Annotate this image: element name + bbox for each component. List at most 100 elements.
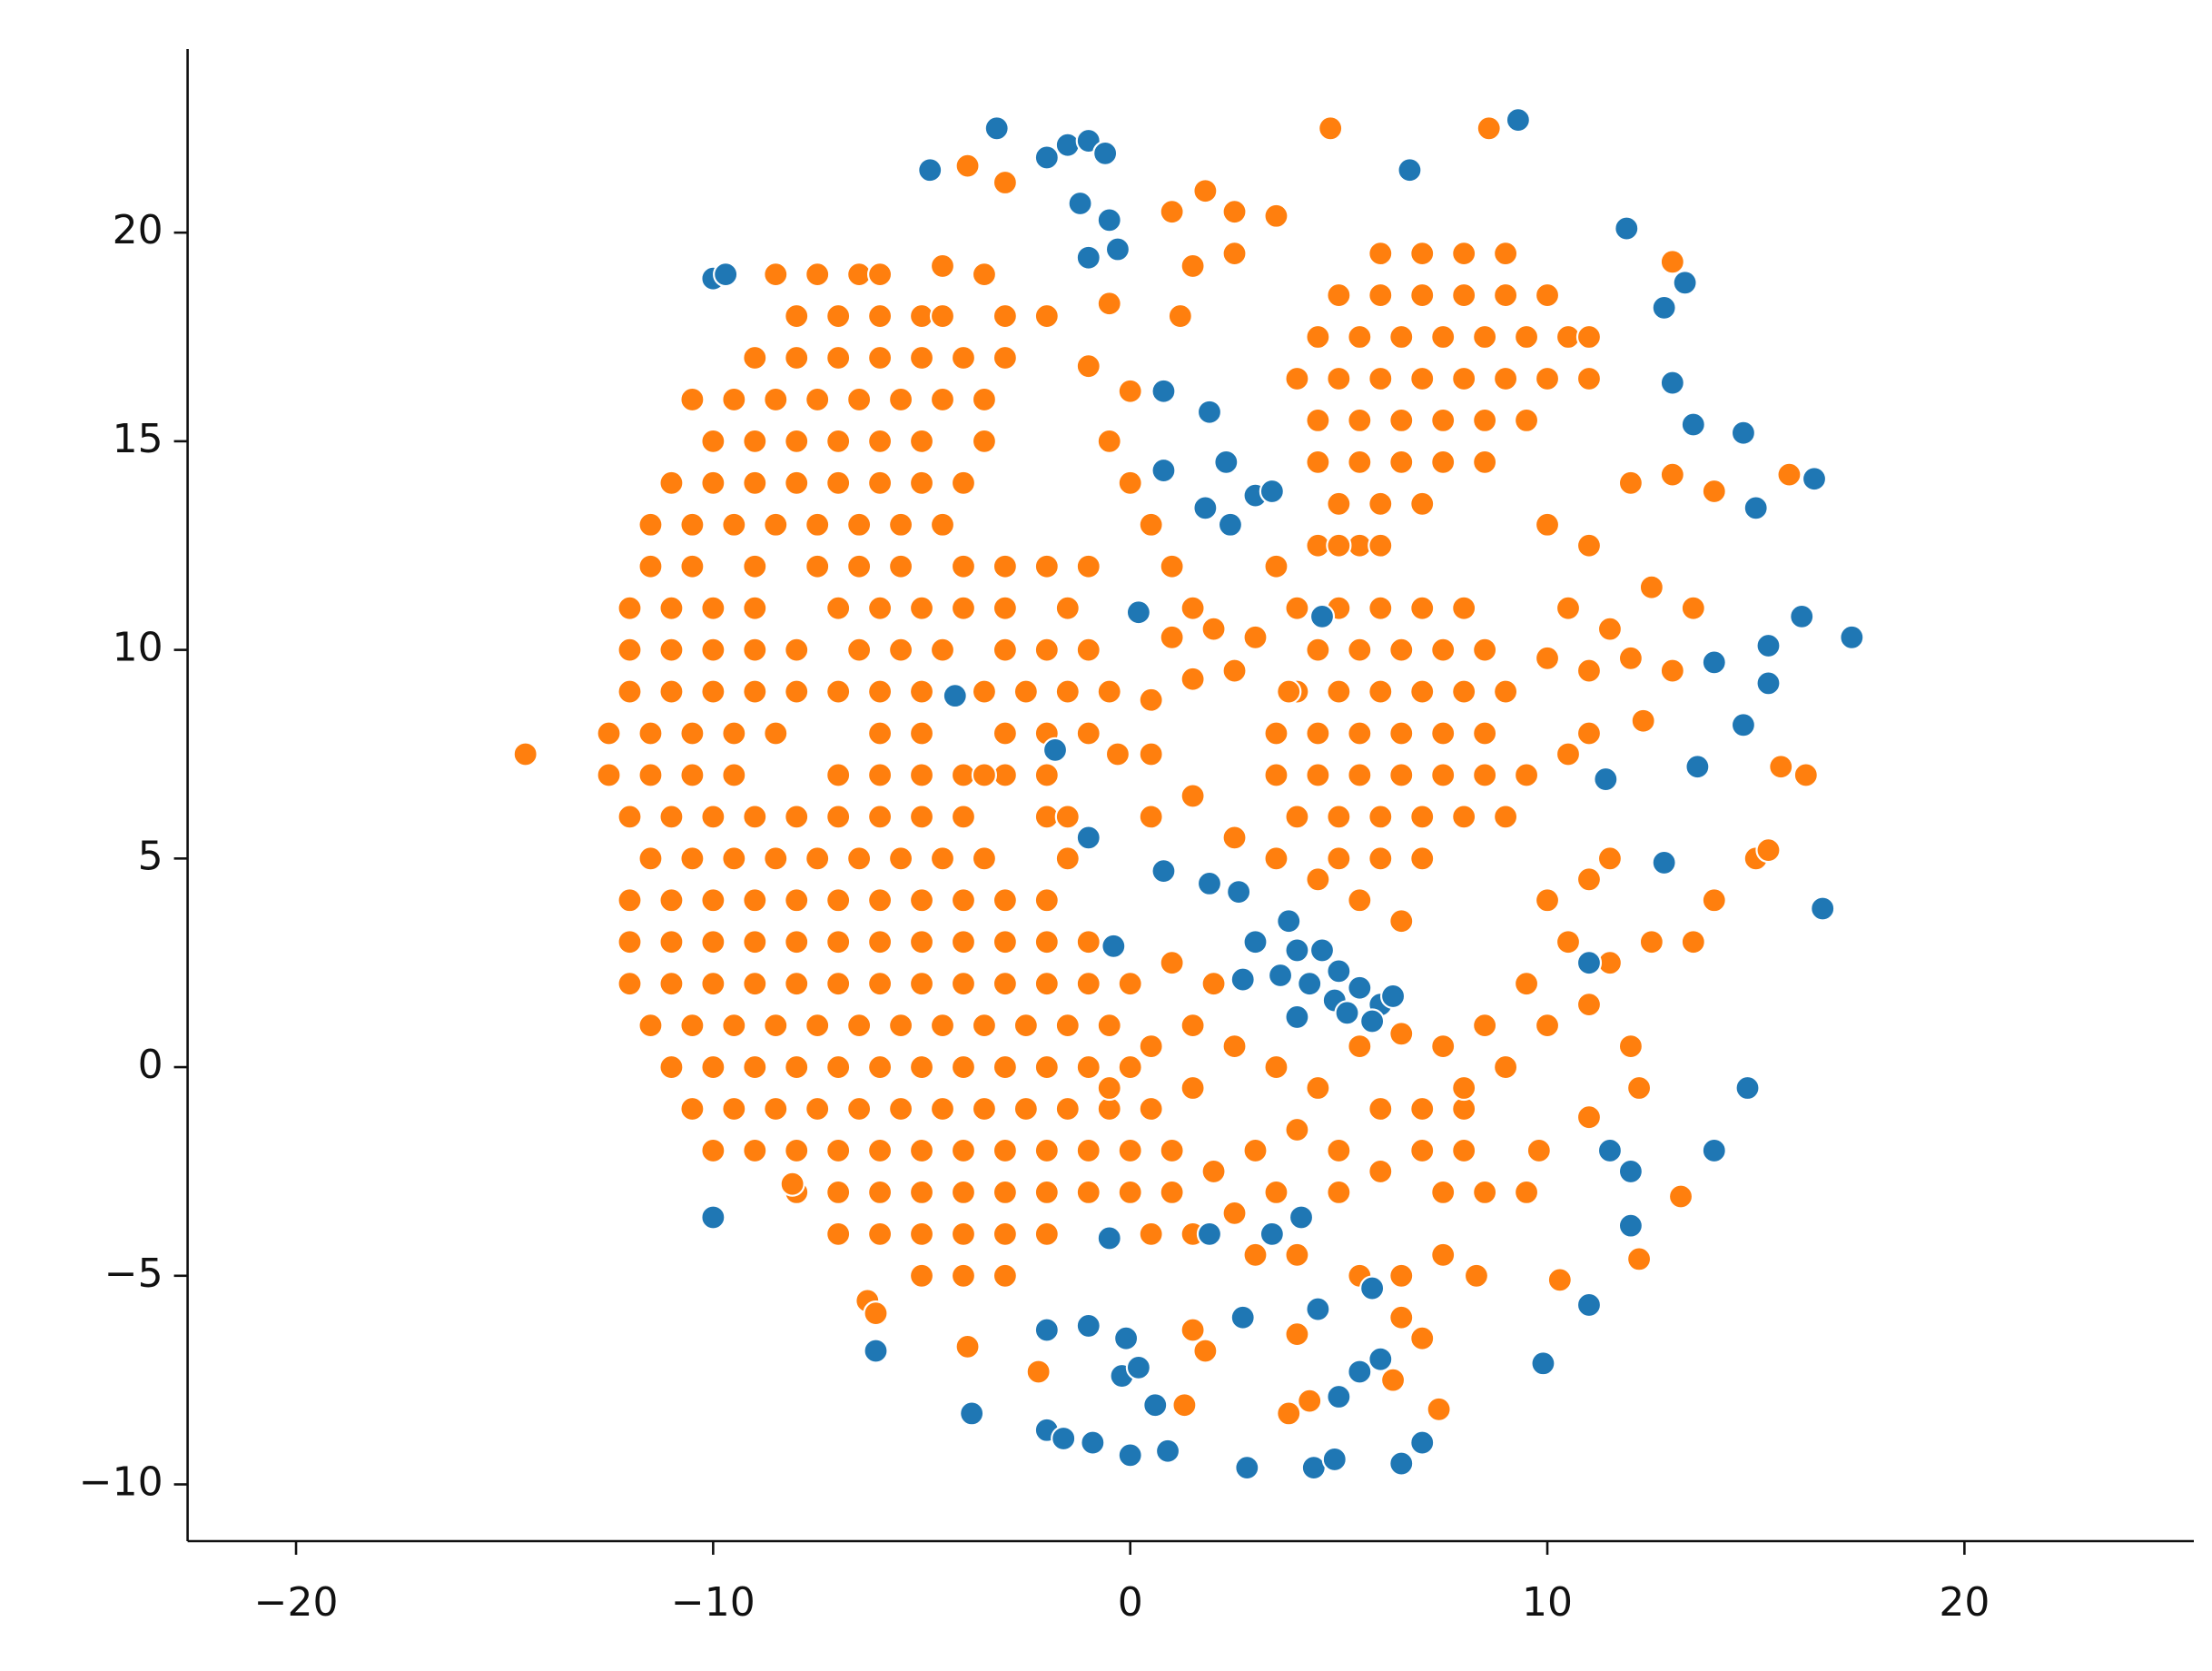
scatter-point	[1368, 1158, 1394, 1185]
scatter-point	[1368, 845, 1394, 872]
scatter-point	[1659, 658, 1685, 684]
scatter-point	[1054, 845, 1081, 872]
scatter-point	[1625, 1074, 1653, 1102]
scatter-point	[1492, 241, 1519, 267]
scatter-point	[1388, 449, 1415, 475]
scatter-point	[1472, 323, 1498, 351]
scatter-point	[1192, 178, 1219, 204]
scatter-point	[1472, 407, 1498, 434]
scatter-point	[1625, 1246, 1653, 1272]
scatter-point	[1368, 241, 1394, 267]
scatter-point	[1033, 144, 1060, 171]
scatter-point	[617, 595, 643, 621]
scatter-point	[1284, 365, 1310, 392]
scatter-point	[1368, 532, 1394, 559]
scatter-point	[637, 553, 664, 579]
scatter-point	[1033, 302, 1060, 330]
scatter-point	[1463, 1262, 1490, 1289]
scatter-point	[1167, 302, 1193, 330]
scatter-point	[825, 302, 852, 330]
scatter-point	[1334, 1000, 1360, 1026]
scatter-point	[763, 262, 789, 288]
scatter-point	[1388, 407, 1415, 434]
scatter-point	[1217, 511, 1244, 538]
scatter-point	[1054, 804, 1081, 830]
scatter-point	[1472, 762, 1498, 788]
scatter-point	[679, 1013, 706, 1039]
scatter-point	[1180, 1317, 1206, 1343]
scatter-point	[866, 262, 894, 288]
scatter-point	[866, 887, 894, 914]
scatter-point	[1284, 804, 1310, 830]
scatter-point	[617, 887, 643, 914]
scatter-point	[1263, 720, 1289, 747]
scatter-point	[1117, 1179, 1143, 1205]
scatter-point	[1326, 845, 1352, 872]
scatter-point	[1409, 1325, 1436, 1351]
scatter-point	[954, 1333, 981, 1360]
scatter-point	[863, 1300, 889, 1327]
scatter-point	[1451, 1074, 1477, 1102]
scatter-point	[1347, 449, 1373, 475]
scatter-point	[1734, 1074, 1761, 1102]
scatter-point	[1125, 599, 1151, 626]
scatter-point	[1430, 1033, 1457, 1060]
scatter-point	[1347, 887, 1373, 914]
scatter-point	[1033, 1137, 1060, 1164]
scatter-point	[929, 1095, 956, 1122]
scatter-point	[1159, 624, 1185, 650]
scatter-point	[1451, 595, 1477, 621]
scatter-point	[825, 678, 852, 705]
scatter-point	[1430, 1179, 1457, 1205]
scatter-point	[1368, 1095, 1394, 1122]
scatter-point	[1117, 1053, 1143, 1081]
scatter-point	[700, 887, 726, 914]
scatter-point	[1513, 762, 1540, 788]
scatter-point	[1472, 720, 1498, 747]
scatter-point	[1284, 1116, 1310, 1143]
scatter-point	[1472, 1179, 1498, 1205]
scatter-point	[866, 720, 894, 747]
scatter-point	[637, 1013, 664, 1039]
scatter-point	[1096, 428, 1122, 454]
x-tick-label: 20	[1939, 1579, 1990, 1626]
scatter-point	[658, 804, 685, 830]
scatter-point	[1409, 1137, 1436, 1164]
scatter-point	[1221, 658, 1248, 684]
scatter-point	[1614, 215, 1640, 242]
scatter-point	[1180, 666, 1206, 692]
x-tick-label: 0	[1118, 1579, 1143, 1626]
scatter-point	[1096, 678, 1122, 705]
scatter-point	[658, 1053, 685, 1081]
scatter-point	[1546, 1267, 1573, 1293]
scatter-point	[1388, 637, 1415, 663]
scatter-point	[1801, 466, 1828, 492]
scatter-point	[1096, 207, 1122, 233]
scatter-point	[846, 1013, 873, 1039]
scatter-point	[1359, 1008, 1386, 1034]
scatter-point	[971, 762, 998, 788]
scatter-point	[1096, 1225, 1122, 1251]
scatter-point	[1096, 291, 1122, 317]
scatter-point	[784, 1053, 810, 1081]
scatter-point	[825, 929, 852, 955]
scatter-point	[1054, 1013, 1081, 1039]
scatter-point	[825, 428, 852, 454]
scatter-point	[637, 720, 664, 747]
scatter-point	[1476, 115, 1502, 142]
scatter-point	[1025, 1359, 1052, 1385]
scatter-point	[1513, 323, 1540, 351]
scatter-point	[1305, 1074, 1331, 1102]
scatter-point	[617, 678, 643, 705]
scatter-point	[1229, 966, 1256, 993]
scatter-point	[742, 971, 768, 997]
scatter-point	[1263, 845, 1289, 872]
scatter-point	[805, 1013, 831, 1039]
scatter-point	[866, 762, 894, 788]
scatter-point	[763, 511, 789, 538]
scatter-point	[1555, 929, 1582, 955]
y-tick-label: −5	[104, 1251, 163, 1297]
scatter-point	[825, 804, 852, 830]
scatter-point	[1033, 1317, 1060, 1343]
